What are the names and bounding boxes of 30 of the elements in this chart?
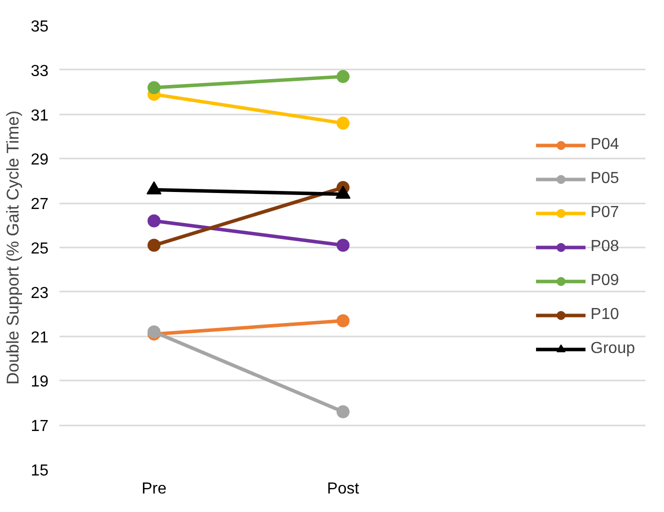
y-tick-label: 25 (30, 240, 49, 258)
y-tick-label: 19 (30, 374, 49, 391)
legend-label: P04 (590, 136, 619, 154)
point (148, 214, 161, 228)
point (148, 238, 161, 252)
point (336, 314, 350, 328)
point (336, 116, 350, 130)
legend-label: P09 (590, 272, 619, 290)
y-axis-title: Double Support (% Gait Cycle Time) (4, 110, 23, 385)
point (148, 325, 161, 338)
y-tick-label: 33 (30, 62, 49, 80)
y-tick-label: 31 (30, 107, 49, 124)
legend-label: P05 (590, 170, 619, 188)
legend-label: P08 (590, 238, 619, 256)
y-tick-label: 21 (30, 329, 49, 346)
y-tick-label: 17 (30, 418, 49, 436)
x-tick-label: Post (327, 480, 360, 498)
point (336, 405, 350, 418)
legend-label: Group (590, 340, 635, 358)
point (336, 238, 350, 252)
y-tick-label: 23 (30, 284, 49, 302)
y-tick-label: 27 (30, 196, 49, 214)
y-tick-label: 35 (30, 18, 49, 36)
y-tick-label: 29 (30, 152, 49, 169)
y-tick-label: 15 (30, 462, 49, 480)
x-tick-label: Pre (142, 480, 167, 498)
legend-label: P10 (590, 306, 619, 324)
legend-label: P07 (590, 204, 619, 222)
point (148, 81, 161, 94)
point (336, 70, 350, 84)
